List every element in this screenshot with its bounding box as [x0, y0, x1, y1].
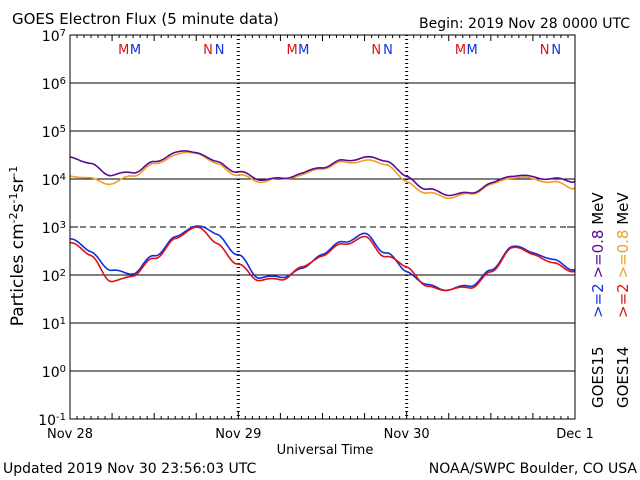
x-axis-label: Universal Time: [277, 443, 374, 458]
marker-M: M: [467, 43, 478, 58]
legend-goes14-energies: >=2 >=0.8 MeV: [614, 192, 632, 318]
y-tick-label: 101: [42, 316, 66, 334]
y-tick-label: 106: [42, 76, 66, 94]
y-tick-label: 105: [42, 124, 66, 142]
series-goes14_high: [69, 226, 576, 292]
marker-N: N: [551, 43, 561, 58]
grid-lines: [70, 82, 575, 372]
y-tick-label: 104: [42, 172, 66, 190]
y-axis-label: Particles cm-2s-1sr-1: [7, 166, 29, 327]
legend-goes15-energies: >=2 >=0.8 MeV: [589, 192, 607, 318]
day-separators: [236, 35, 409, 419]
marker-N: N: [203, 43, 213, 58]
y-tick-label: 10-1: [38, 412, 66, 430]
y-tick-label: 100: [42, 364, 66, 382]
legend-goes14: GOES14: [614, 346, 632, 408]
y-tick-label: 107: [42, 28, 66, 46]
marker-N: N: [540, 43, 550, 58]
series-goes15_low: [69, 150, 576, 197]
begin-time: Begin: 2019 Nov 28 0000 UTC: [419, 16, 630, 32]
updated-time: Updated 2019 Nov 30 23:56:03 UTC: [3, 461, 256, 477]
y-tick-label: 102: [42, 268, 66, 286]
series-layer: [69, 150, 576, 292]
legend-goes15: GOES15: [589, 346, 607, 408]
marker-M: M: [118, 43, 129, 58]
legend: GOES15 GOES14 >=2 >=0.8 MeV >=2 >=0.8 MeV: [589, 192, 632, 408]
x-tick-label: Nov 29: [215, 427, 261, 442]
marker-M: M: [455, 43, 466, 58]
marker-N: N: [371, 43, 381, 58]
x-axis-ticks: Nov 28 Nov 29 Nov 30 Dec 1: [47, 35, 594, 442]
marker-M: M: [298, 43, 309, 58]
x-tick-label: Dec 1: [556, 427, 594, 442]
x-tick-label: Nov 28: [47, 427, 93, 442]
marker-M: M: [130, 43, 141, 58]
chart-title: GOES Electron Flux (5 minute data): [12, 10, 279, 28]
x-tick-label: Nov 30: [384, 427, 430, 442]
series-goes15_high: [69, 225, 576, 292]
series-goes14_low: [69, 151, 576, 200]
y-tick-label: 103: [42, 220, 66, 238]
marker-M: M: [286, 43, 297, 58]
marker-N: N: [383, 43, 393, 58]
marker-N: N: [215, 43, 225, 58]
y-axis-ticks: 10-1 100 101 102 103 104 105 106 107: [38, 28, 575, 430]
credit: NOAA/SWPC Boulder, CO USA: [429, 461, 638, 477]
